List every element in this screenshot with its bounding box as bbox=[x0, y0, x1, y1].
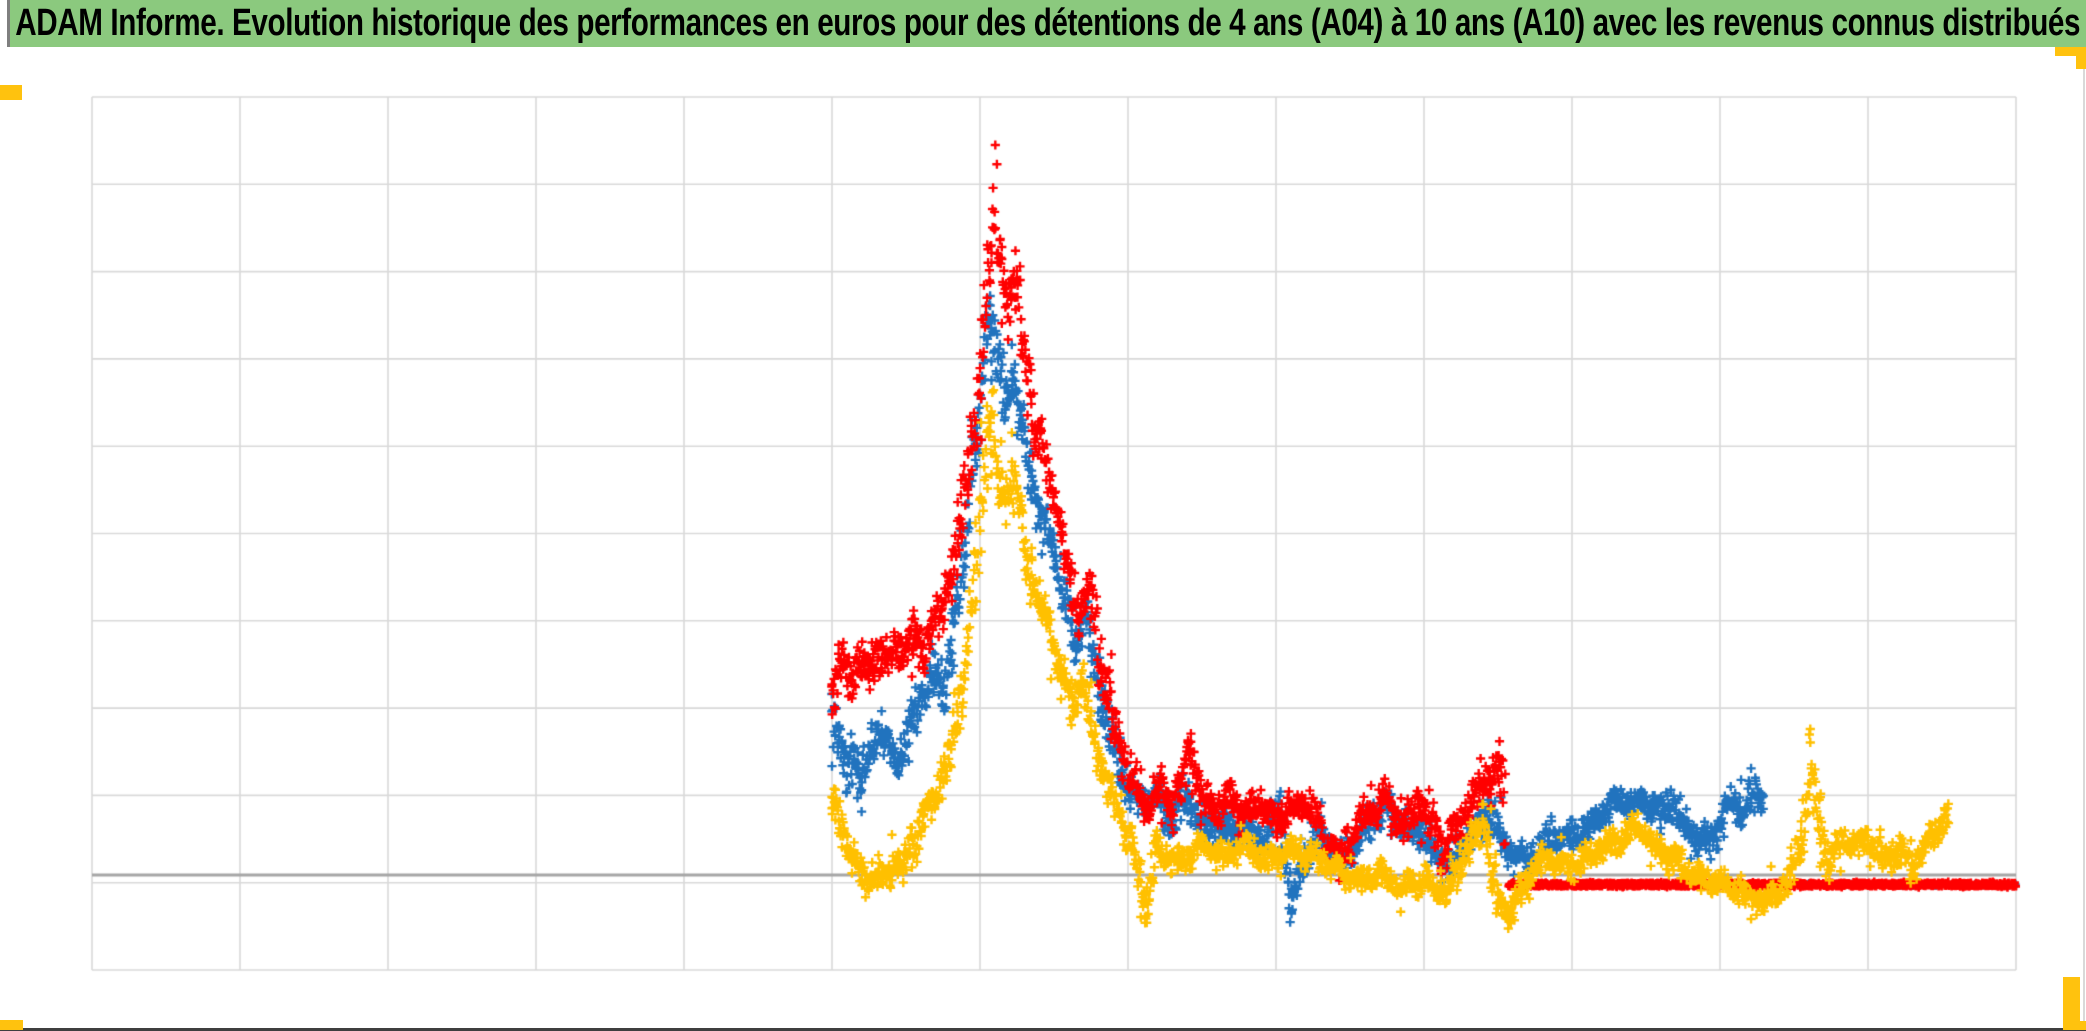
corner-horizontal-bar bbox=[2055, 47, 2086, 56]
frame-tab-left bbox=[0, 85, 22, 100]
window-edge-line bbox=[2083, 47, 2085, 1028]
frame-tab-bottom-left bbox=[0, 1020, 23, 1030]
slide-title-bar: ADAM Informe. Evolution historique des p… bbox=[10, 0, 2086, 47]
title-bar-left-notch bbox=[7, 0, 10, 47]
slide-bottom-border bbox=[0, 1028, 2086, 1031]
corner-horizontal-bar bbox=[2063, 1021, 2086, 1030]
frame-corner-top-right bbox=[2055, 47, 2086, 69]
frame-corner-bottom-right bbox=[2063, 977, 2086, 1030]
corner-vertical-bar bbox=[2063, 977, 2080, 1030]
page-title: ADAM Informe. Evolution historique des p… bbox=[15, 2, 2081, 44]
corner-vertical-bar bbox=[2076, 47, 2086, 69]
